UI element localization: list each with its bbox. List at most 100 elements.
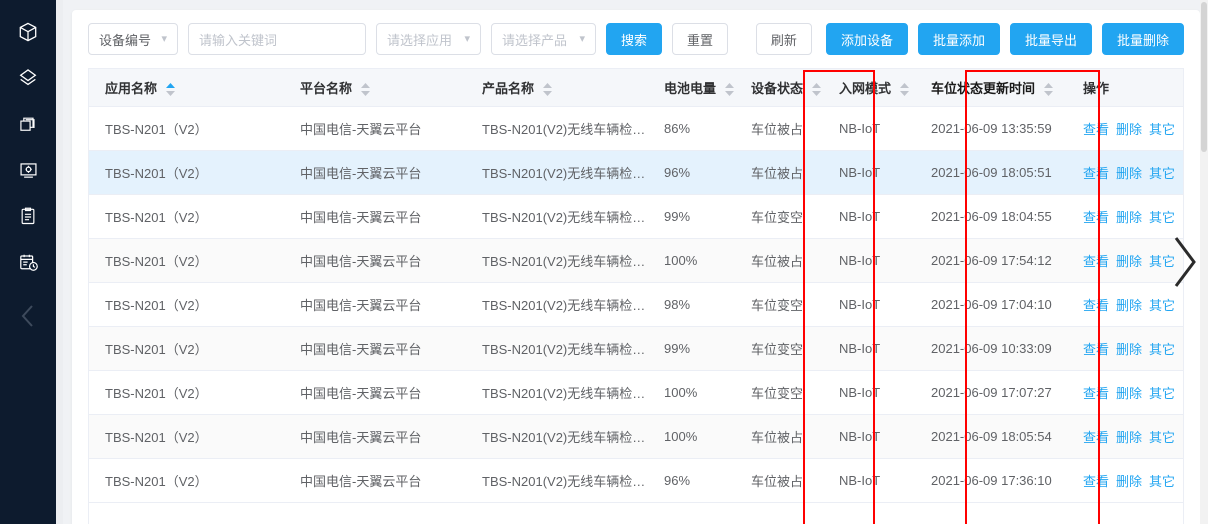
cell-product: TBS-N201(V2)无线车辆检测器 — [466, 326, 648, 371]
table-row[interactable]: TBS-N201（V2） 中国电信-天翼云平台 TBS-N201(V2)无线车辆检测… — [89, 326, 1183, 371]
other-link[interactable]: 其它 — [1149, 429, 1176, 445]
sort-icon[interactable] — [542, 82, 552, 96]
page-scrollbar-thumb[interactable] — [1201, 2, 1207, 152]
application-select[interactable]: 请选择应用 ▾ — [376, 23, 481, 55]
other-link[interactable]: 其它 — [1149, 341, 1176, 357]
cell-battery: 98% — [648, 282, 735, 327]
cell-app: TBS-N201（V2） — [89, 326, 284, 371]
application-select-placeholder: 请选择应用 — [387, 32, 453, 48]
column-header-platform[interactable]: 平台名称 — [284, 69, 466, 107]
column-header-status[interactable]: 设备状态 — [735, 69, 823, 107]
keyword-input[interactable]: 请输入关键词 — [188, 23, 366, 55]
delete-link[interactable]: 删除 — [1116, 297, 1143, 313]
sidebar-item-application[interactable] — [8, 104, 48, 144]
sidebar-item-log[interactable] — [8, 196, 48, 236]
delete-link[interactable]: 删除 — [1116, 341, 1143, 357]
view-link[interactable]: 查看 — [1083, 385, 1110, 401]
cell-status: 车位被占 — [735, 458, 823, 503]
delete-link[interactable]: 删除 — [1116, 121, 1143, 137]
batch-delete-button[interactable]: 批量删除 — [1101, 23, 1184, 55]
page-scrollbar-track[interactable] — [1200, 0, 1208, 524]
cell-updated: 2021-06-09 10:33:09 — [915, 326, 1067, 371]
cell-app: TBS-N201（V2） — [89, 458, 284, 503]
sidebar-item-device[interactable] — [8, 12, 48, 52]
cell-app: TBS-N201（V2） — [89, 414, 284, 459]
delete-link[interactable]: 删除 — [1116, 209, 1143, 225]
view-link[interactable]: 查看 — [1083, 473, 1110, 489]
cell-platform: 中国电信-天翼云平台 — [284, 150, 466, 195]
view-link[interactable]: 查看 — [1083, 165, 1110, 181]
column-label-app: 应用名称 — [105, 80, 158, 96]
table-row[interactable]: TBS-N201（V2） 中国电信-天翼云平台 TBS-N201(V2)无线车辆检测… — [89, 238, 1183, 283]
table-row[interactable]: TBS-N201（V2） 中国电信-天翼云平台 TBS-N201(V2)无线车辆检测… — [89, 458, 1183, 503]
sidebar-item-schedule[interactable] — [8, 242, 48, 282]
table-row[interactable]: TBS-N201（V2） 中国电信-天翼云平台 TBS-N201(V2)无线车辆检测… — [89, 414, 1183, 459]
cell-network: NB-IoT — [823, 414, 915, 459]
sidebar-item-monitor[interactable] — [8, 150, 48, 190]
add-device-button[interactable]: 添加设备 — [825, 23, 908, 55]
table-body: TBS-N201（V2） 中国电信-天翼云平台 TBS-N201(V2)无线车辆检测… — [89, 106, 1183, 503]
other-link[interactable]: 其它 — [1149, 209, 1176, 225]
cell-battery: 100% — [648, 414, 735, 459]
refresh-button[interactable]: 刷新 — [755, 23, 812, 55]
table-row[interactable]: TBS-N201（V2） 中国电信-天翼云平台 TBS-N201(V2)无线车辆检测… — [89, 106, 1183, 151]
column-label-network: 入网模式 — [839, 80, 892, 96]
cell-network: NB-IoT — [823, 150, 915, 195]
table-row[interactable]: TBS-N201（V2） 中国电信-天翼云平台 TBS-N201(V2)无线车辆检测… — [89, 194, 1183, 239]
sort-icon[interactable] — [811, 82, 821, 96]
view-link[interactable]: 查看 — [1083, 121, 1110, 137]
sort-icon[interactable] — [899, 82, 909, 96]
cell-updated: 2021-06-09 18:05:54 — [915, 414, 1067, 459]
view-link[interactable]: 查看 — [1083, 253, 1110, 269]
view-link[interactable]: 查看 — [1083, 429, 1110, 445]
filter-toolbar: 设备编号 ▾ 请输入关键词 请选择应用 ▾ 请选择产品 ▾ 搜索 重置 刷新 添… — [72, 10, 1200, 68]
cell-network: NB-IoT — [823, 370, 915, 415]
view-link[interactable]: 查看 — [1083, 297, 1110, 313]
sort-icon[interactable] — [360, 82, 370, 96]
chevron-right-icon — [1168, 237, 1202, 296]
column-label-actions: 操作 — [1083, 80, 1110, 96]
table-row[interactable]: TBS-N201（V2） 中国电信-天翼云平台 TBS-N201(V2)无线车辆检测… — [89, 282, 1183, 327]
sort-icon-active[interactable] — [165, 82, 175, 96]
view-link[interactable]: 查看 — [1083, 341, 1110, 357]
delete-link[interactable]: 删除 — [1116, 253, 1143, 269]
cell-product: TBS-N201(V2)无线车辆检测器 — [466, 194, 648, 239]
cell-product: TBS-N201(V2)无线车辆检测器 — [466, 106, 648, 151]
column-header-product[interactable]: 产品名称 — [466, 69, 648, 107]
search-button[interactable]: 搜索 — [606, 23, 663, 55]
other-link[interactable]: 其它 — [1149, 385, 1176, 401]
table-row[interactable]: TBS-N201（V2） 中国电信-天翼云平台 TBS-N201(V2)无线车辆检测… — [89, 150, 1183, 195]
delete-link[interactable]: 删除 — [1116, 385, 1143, 401]
other-link[interactable]: 其它 — [1149, 121, 1176, 137]
batch-add-button[interactable]: 批量添加 — [917, 23, 1000, 55]
cell-app: TBS-N201（V2） — [89, 370, 284, 415]
cell-status: 车位变空 — [735, 194, 823, 239]
sort-icon[interactable] — [724, 82, 734, 96]
other-link[interactable]: 其它 — [1149, 473, 1176, 489]
product-select[interactable]: 请选择产品 ▾ — [491, 23, 596, 55]
field-select[interactable]: 设备编号 ▾ — [88, 23, 178, 55]
column-header-battery[interactable]: 电池电量 — [648, 69, 735, 107]
delete-link[interactable]: 删除 — [1116, 473, 1143, 489]
batch-export-button[interactable]: 批量导出 — [1009, 23, 1092, 55]
cell-updated: 2021-06-09 17:04:10 — [915, 282, 1067, 327]
cell-platform: 中国电信-天翼云平台 — [284, 194, 466, 239]
column-header-updated[interactable]: 车位状态更新时间 — [915, 69, 1067, 107]
sort-icon[interactable] — [1043, 82, 1053, 96]
cell-status: 车位被占 — [735, 106, 823, 151]
cell-platform: 中国电信-天翼云平台 — [284, 238, 466, 283]
reset-button[interactable]: 重置 — [672, 23, 729, 55]
column-header-app[interactable]: 应用名称 — [89, 69, 284, 107]
other-link[interactable]: 其它 — [1149, 165, 1176, 181]
other-link[interactable]: 其它 — [1149, 297, 1176, 313]
cell-actions: 查看 删除 其它 — [1067, 238, 1183, 283]
view-link[interactable]: 查看 — [1083, 209, 1110, 225]
cell-network: NB-IoT — [823, 326, 915, 371]
delete-link[interactable]: 删除 — [1116, 429, 1143, 445]
table-row[interactable]: TBS-N201（V2） 中国电信-天翼云平台 TBS-N201(V2)无线车辆检测… — [89, 370, 1183, 415]
sidebar-item-product[interactable] — [8, 58, 48, 98]
delete-link[interactable]: 删除 — [1116, 165, 1143, 181]
column-header-network[interactable]: 入网模式 — [823, 69, 915, 107]
sidebar-collapse-button[interactable] — [8, 296, 48, 340]
next-page-chevron-button[interactable] — [1168, 232, 1202, 292]
